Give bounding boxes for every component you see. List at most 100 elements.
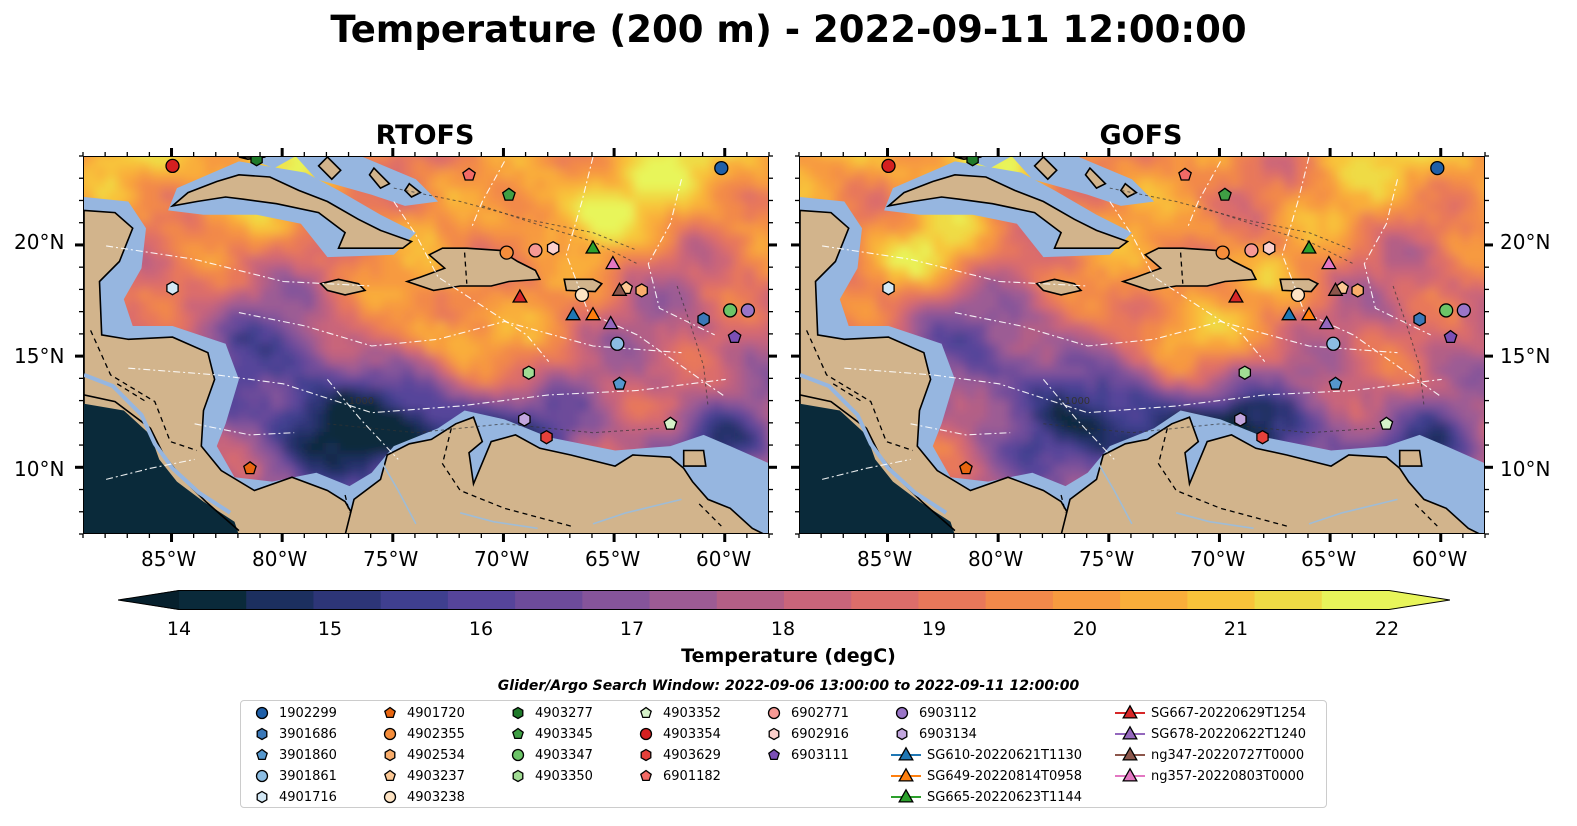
platform-marker-4903277 [250,157,263,167]
eez-boundary [844,367,1442,414]
platform-marker-6903111 [1443,329,1458,344]
river [459,512,538,530]
legend-marker-icon [384,769,396,782]
platform-marker-SG610-20220621T1130 [1281,306,1298,321]
legend-marker-icon [1115,704,1145,719]
lon-tick-right: 75°W [1079,547,1135,571]
land-bahamas2 [1084,166,1107,190]
lon-tick-left: 70°W [474,547,530,571]
legend-label: 3901861 [279,768,337,784]
eez-boundary [238,312,682,354]
legend-marker [256,748,268,761]
colorbar-segment [1187,590,1256,610]
land-jamaica [319,278,367,296]
platform-marker-3901686 [697,312,710,327]
legend-item: 3901860 [251,746,337,764]
contour-label: -1000 [345,396,374,407]
colorbar-over-arrow [1389,590,1450,610]
legend: 1902299 3901686 3901860 3901861 4901716 49017… [240,700,1327,808]
platform-marker-SG610-20220621T1130 [565,306,582,321]
colorbar-tick: 15 [317,618,343,640]
platform-marker-6902771 [528,243,543,258]
legend-item: 4902534 [379,746,465,764]
legend-marker [512,769,524,783]
map-gofs-canvas: -1000 [800,157,1484,533]
eez-boundary [1363,179,1431,336]
legend-label: 4901720 [407,705,465,721]
legend-marker [384,748,396,762]
legend-label: 3901686 [279,726,337,742]
legend-marker-icon [512,769,524,783]
colorbar-tick: 22 [1374,618,1400,640]
legend-label: 4903354 [663,726,721,742]
legend-marker-icon [640,706,652,719]
legend-marker-icon [891,767,921,782]
colorbar-tick: 14 [166,618,192,640]
platform-marker-6903134 [1234,412,1247,427]
legend-marker [384,706,396,719]
platform-marker-4903350 [522,365,536,380]
legend-marker [256,727,268,741]
lon-tick-right: 85°W [857,547,913,571]
country-border [1060,494,1067,513]
legend-label: 4901716 [279,789,337,805]
lon-tick-right: 65°W [1301,547,1357,571]
lat-tick-right: 15°N [1500,344,1551,368]
country-border [116,383,147,403]
legend-label: 4903345 [535,726,593,742]
country-border [1157,428,1287,527]
platform-marker-4903347 [723,303,738,318]
legend-label: 4903237 [407,768,465,784]
eez-boundary [954,312,1398,354]
legend-label: 6903112 [919,705,977,721]
map-rtofs[interactable]: -1000 [83,156,769,534]
lon-tick-right: 70°W [1190,547,1246,571]
platform-marker-4903345 [501,187,516,201]
pacific-shelf [800,373,948,515]
legend-item: SG649-20220814T0958 [891,767,1082,785]
legend-label: 6901182 [663,768,721,784]
legend-label: 6902771 [791,705,849,721]
legend-item: 6901182 [635,767,721,785]
legend-marker [512,727,524,740]
land-bahamas3 [403,182,422,198]
platform-marker-4902534 [1351,283,1364,298]
legend-marker-icon [1115,725,1145,740]
eez-boundary [393,201,550,362]
legend-marker [898,746,914,761]
colorbar-tick: 20 [1072,618,1098,640]
legend-item: 6902916 [763,725,849,743]
legend-marker-icon [768,727,780,741]
eez-boundary [470,161,505,229]
lon-tick-left: 80°W [252,547,308,571]
legend-marker-icon [256,790,268,804]
colorbar-segment [649,590,718,610]
platform-marker-4903352 [1379,416,1394,430]
legend-label: ng357-20220803T0000 [1151,768,1305,784]
legend-label: 4903350 [535,768,593,784]
platform-marker-6902916 [1262,240,1276,256]
legend-marker [383,727,397,741]
river [1308,498,1398,525]
legend-marker-icon [256,727,268,741]
pacific-ocean [84,403,239,533]
legend-item: SG665-20220623T1144 [891,788,1082,806]
platform-marker-6901182 [462,167,476,181]
map-rtofs-canvas: -1000 [84,157,768,533]
lat-tick-left: 10°N [14,457,65,481]
platform-marker-SG678-20220622T1240 [1318,315,1335,330]
legend-item: 3901861 [251,767,337,785]
colorbar-under-arrow [118,590,179,610]
legend-label: 6903111 [791,747,849,763]
legend-marker [639,727,653,741]
map-gofs[interactable]: -1000 [799,156,1485,534]
legend-marker [768,748,780,761]
legend-marker [511,748,525,762]
legend-label: 4902534 [407,747,465,763]
platform-marker-6903111 [727,329,742,344]
colorbar-segment [1052,590,1121,610]
legend-item: 4903350 [507,767,593,785]
river [382,463,417,525]
legend-label: 4903347 [535,747,593,763]
legend-marker [640,769,652,782]
